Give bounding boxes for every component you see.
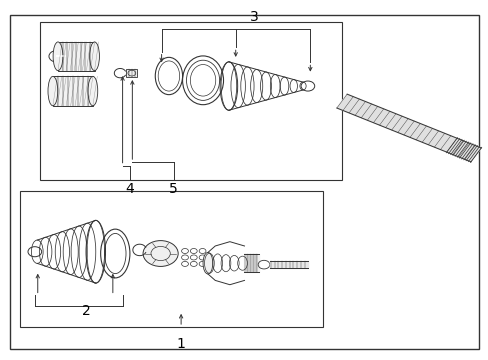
Ellipse shape [89, 42, 99, 71]
Ellipse shape [203, 252, 212, 274]
Bar [68, 53, 81, 59]
Ellipse shape [88, 76, 98, 106]
Bar [53, 76, 93, 106]
Text: 2: 2 [81, 304, 90, 318]
Bar [126, 69, 137, 77]
Text: 4: 4 [125, 182, 134, 196]
Ellipse shape [53, 42, 63, 71]
Bar [58, 42, 94, 71]
Ellipse shape [48, 76, 58, 106]
Text: 1: 1 [176, 337, 185, 351]
Circle shape [143, 240, 178, 266]
Polygon shape [336, 94, 480, 162]
Text: 5: 5 [169, 182, 178, 196]
Bar [20, 191, 322, 327]
Bar [40, 22, 341, 180]
Text: 3: 3 [249, 10, 258, 24]
